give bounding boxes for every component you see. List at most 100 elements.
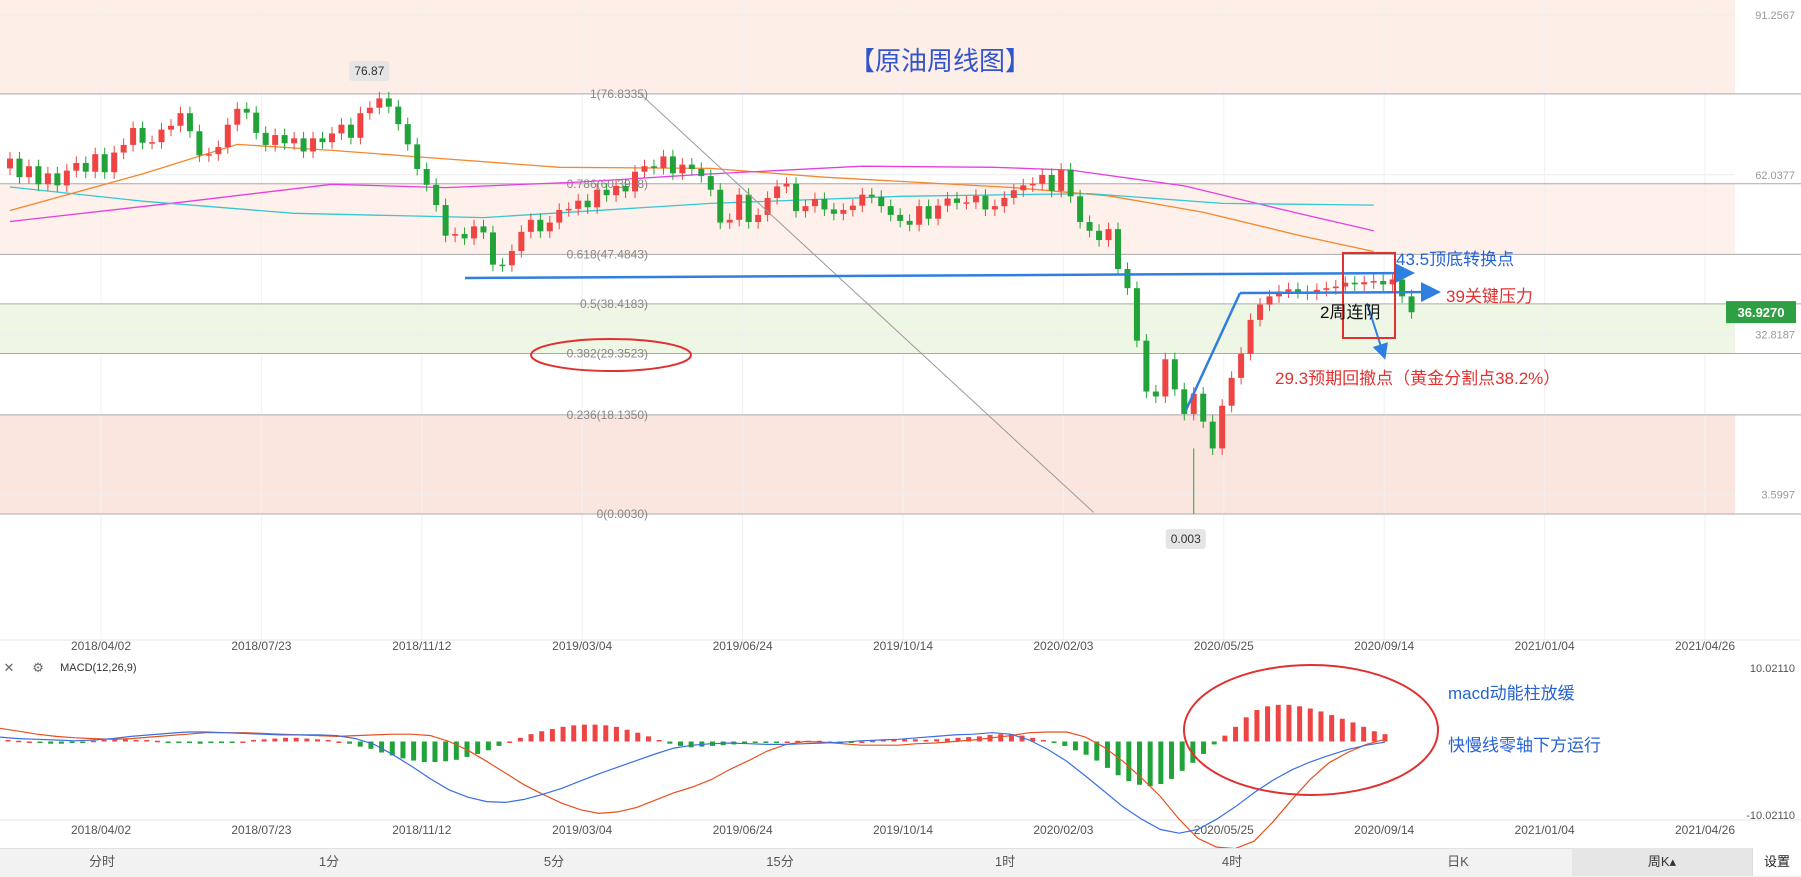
macd-histogram-bar: [1072, 741, 1078, 751]
macd-histogram-bar: [912, 739, 918, 742]
macd-histogram-bar: [1222, 735, 1228, 742]
macd-histogram-bar: [1382, 734, 1388, 742]
candle-body: [7, 158, 13, 169]
band-382-5: [0, 303, 1735, 354]
candle-body: [954, 198, 960, 203]
candle-body: [281, 135, 288, 144]
candle-body: [357, 113, 364, 138]
timeframe-tab-5m[interactable]: 5分: [543, 854, 565, 869]
candle-body: [414, 144, 421, 169]
annotation-two-week: 2周连阴: [1320, 303, 1380, 322]
macd-annotation-1: macd动能柱放缓: [1448, 684, 1575, 703]
candle-body: [546, 222, 553, 232]
macd-histogram-bar: [784, 741, 790, 743]
close-icon[interactable]: ✕: [3, 660, 15, 675]
macd-histogram-bar: [944, 738, 950, 742]
candle-body: [158, 129, 165, 143]
moving-average-line: [9, 186, 1374, 219]
candle-body: [489, 232, 496, 265]
macd-histogram-bar: [1318, 711, 1324, 742]
macd-histogram-bar: [293, 737, 299, 742]
resistance-arrow-39: [1239, 282, 1441, 303]
macd-histogram-bar: [186, 741, 192, 743]
candle-body: [613, 185, 620, 196]
candle-body: [906, 220, 913, 225]
macd-histogram-bar: [315, 739, 321, 742]
macd-histogram-bar: [934, 739, 940, 742]
gear-icon[interactable]: ⚙: [32, 660, 44, 675]
annotation-39: 39关键压力: [1446, 287, 1533, 306]
macd-histogram-bar: [432, 741, 438, 763]
fib-label: 0(0.0030): [597, 507, 648, 521]
macd-histogram-bar: [154, 740, 160, 743]
fib-label: 0.236(18.1350): [567, 408, 648, 422]
candle-body: [707, 176, 714, 190]
x-tick-label: 2019/06/24: [713, 639, 773, 653]
macd-histogram-bar: [1147, 741, 1153, 787]
candle-body: [1332, 286, 1339, 289]
timeframe-tab-1m[interactable]: 1分: [318, 854, 340, 869]
timeframe-tab-daily[interactable]: 日K: [1447, 854, 1469, 869]
candle-body: [1086, 222, 1093, 231]
candle-body: [461, 234, 468, 239]
candle-body: [830, 209, 837, 214]
macd-histogram-bar: [998, 734, 1004, 742]
timeframe-tab-4h[interactable]: 4时: [1221, 854, 1243, 869]
y-axis-label: 32.8187: [1755, 330, 1795, 342]
macd-histogram-bar: [549, 729, 555, 742]
macd-histogram-bar: [357, 741, 363, 747]
timeframe-tab-15m[interactable]: 15分: [766, 854, 794, 869]
candle-body: [442, 205, 449, 236]
macd-histogram-bar: [742, 741, 748, 744]
macd-histogram-bar: [144, 740, 150, 742]
macd-x-tick-label: 2020/05/25: [1194, 823, 1254, 837]
macd-histogram-bar: [37, 741, 43, 743]
candle-body: [82, 162, 89, 172]
macd-x-tick-label: 2018/04/02: [71, 823, 131, 837]
macd-histogram-bar: [485, 741, 491, 751]
candle-body: [385, 98, 392, 107]
timeframe-tab-1h[interactable]: 1时: [994, 854, 1016, 869]
macd-histogram-bar: [1329, 715, 1335, 742]
low-marker-bg: [1165, 529, 1206, 549]
candle-body: [641, 166, 648, 172]
macd-histogram-bar: [592, 724, 598, 742]
macd-histogram-bar: [688, 741, 694, 748]
candle-body: [1238, 353, 1245, 378]
candle-body: [149, 142, 156, 144]
candle-body: [1219, 405, 1226, 449]
macd-histogram-bar: [218, 741, 224, 743]
macd-x-tick-label: 2018/11/12: [392, 823, 451, 837]
candle-body: [73, 162, 80, 171]
timeframe-tab-fenshi[interactable]: 分时: [88, 854, 115, 869]
candle-body: [1294, 289, 1301, 293]
candle-body: [471, 226, 478, 239]
macd-histogram-bar: [613, 726, 619, 742]
timeframe-tab-weekly[interactable]: 周K▴: [1572, 848, 1752, 876]
macd-histogram-bar: [101, 740, 107, 742]
macd-histogram-bar: [528, 734, 534, 742]
candle-body: [745, 194, 752, 223]
macd-x-tick-label: 2021/01/04: [1515, 823, 1575, 837]
macd-histogram-bar: [443, 741, 449, 762]
candle-body: [1285, 289, 1292, 292]
candle-body: [16, 158, 23, 178]
macd-x-tick-label: 2019/06/24: [713, 823, 773, 837]
candle-body: [1389, 279, 1396, 285]
macd-histogram-bar: [1371, 731, 1377, 742]
candle-body: [92, 154, 99, 172]
candle-body: [395, 106, 402, 125]
macd-x-tick-label: 2019/03/04: [552, 823, 612, 837]
candle-body: [1361, 282, 1368, 285]
candle-body: [205, 154, 212, 156]
high-marker: 76.87: [354, 64, 384, 78]
current-price-bg: [1726, 301, 1796, 324]
candle-body: [508, 250, 515, 266]
macd-histogram-bar: [1158, 741, 1164, 785]
candle-body: [1399, 279, 1406, 297]
candle-body: [849, 205, 856, 210]
macd-histogram-bar: [624, 729, 630, 742]
settings-button[interactable]: 设置: [1752, 848, 1801, 876]
fib-382-ellipse: [530, 338, 692, 372]
macd-histogram-bar: [1211, 741, 1217, 745]
